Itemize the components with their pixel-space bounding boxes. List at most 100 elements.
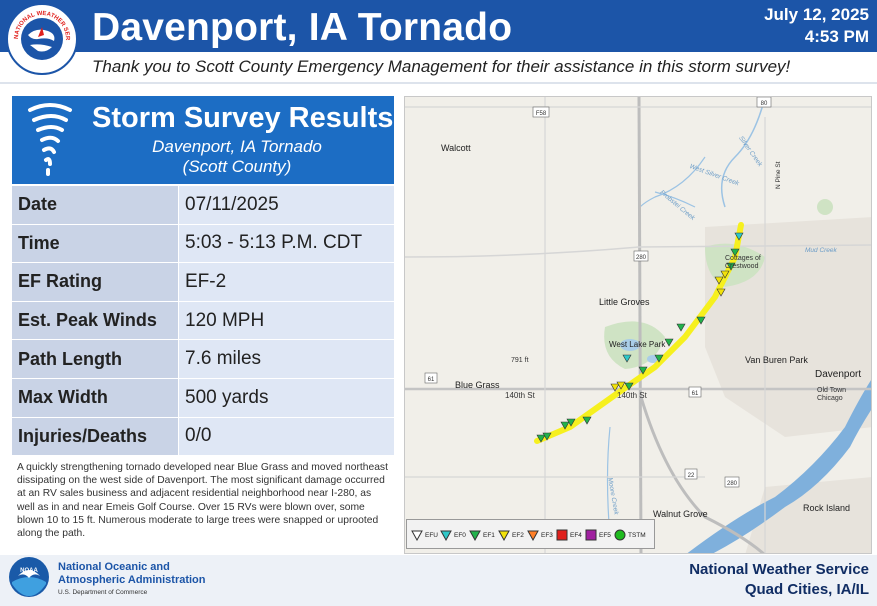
label-walnut-grove: Walnut Grove [653,509,708,519]
interstate-280-road [637,97,643,553]
ef0-symbol-icon [440,530,452,541]
crestwood-park-area [705,243,765,287]
damage-path-map[interactable]: F58 80 280 61 61 22 280 Walcott Little G… [404,96,872,554]
ef2-marker [714,276,724,285]
legend-ef3: EF3 [527,520,553,550]
header-divider [0,82,877,84]
interstate-280-south-road [639,396,765,553]
efu-symbol-icon [411,530,423,541]
row-label: Injuries/Deaths [12,417,178,456]
ef1-marker [624,382,634,391]
ef2-marker [716,288,726,297]
ef1-symbol-icon [469,530,481,541]
noaa-name-line2: Atmospheric Administration [58,574,206,586]
row-label: Max Width [12,378,178,417]
row-value: EF-2 [179,263,394,301]
legend-ef1: EF1 [469,520,495,550]
legend-efu: EFU [411,520,438,550]
ef1-marker [582,416,592,425]
ef2-marker [720,270,730,279]
ef0-marker [622,354,632,363]
label-west-lake-park: West Lake Park [609,340,666,349]
route-shield [684,468,698,480]
row-label: EF Rating [12,263,178,301]
ef1-marker [696,316,706,325]
ef4-symbol-icon [556,529,568,541]
shield-text: 61 [692,391,699,397]
row-value: 5:03 - 5:13 P.M. CDT [179,224,394,263]
nws-office: National Weather Service Quad Cities, IA… [689,560,869,600]
label-little-groves: Little Groves [599,297,650,307]
legend-label: EF5 [599,531,611,539]
legend-label: EF3 [541,531,553,539]
ef2-marker [616,381,626,390]
noaa-name-line1: National Oceanic and [58,561,170,573]
results-row-max-width: Max Width 500 yards [12,378,394,418]
label-140th-st-east: 140th St [617,391,647,400]
legend-ef4: EF4 [556,520,582,550]
header-time: 4:53 PM [804,27,869,46]
route-shield [724,476,740,488]
label-140th-st: 140th St [505,391,535,400]
ef1-marker [560,421,570,430]
legend-label: EF0 [454,531,466,539]
label-cottages: Cottages of Crestwood [725,255,761,270]
shield-text: 61 [428,377,435,383]
shield-text: 22 [688,473,695,479]
lake [620,339,640,351]
tornado-icon [28,103,72,176]
legend-ef0: EF0 [440,520,466,550]
route-shield [756,97,772,108]
label-old-town-chicago: Old Town Chicago [817,387,847,402]
ef2-symbol-icon [498,530,510,541]
legend-ef5: EF5 [585,520,611,550]
label-davenport: Davenport [815,369,862,380]
subheader: Thank you to Scott County Emergency Mana… [0,52,877,82]
label-elevation: 791 ft [511,357,529,364]
nws-logo: NATIONAL WEATHER SERVICE [6,1,78,75]
header-bar: Davenport, IA Tornado July 12, 2025 4:53… [0,0,877,52]
ef5-symbol-icon [585,529,597,541]
legend-label: EF2 [512,531,524,539]
page-title: Davenport, IA Tornado [92,6,513,49]
map-canvas: F58 80 280 61 61 22 280 [405,97,871,553]
legend-label: EF1 [483,531,495,539]
header-date: July 12, 2025 [764,5,869,24]
label-rock-island: Rock Island [803,503,851,513]
row-value: 500 yards [179,378,394,417]
ef2-marker [610,383,620,392]
legend-label: EF4 [570,531,582,539]
west-silver-creek-stream [639,156,706,208]
silver-creek-stream [720,97,766,208]
row-label: Time [12,224,178,263]
legend-ef2: EF2 [498,520,524,550]
results-row-path-length: Path Length 7.6 miles [12,340,394,379]
legend-tstm: TSTM [614,520,646,550]
results-row-time: Time 5:03 - 5:13 P.M. CDT [12,224,394,264]
nws-office-name: National Weather Service [689,561,869,578]
shield-text: 80 [761,101,768,107]
results-row-peak-winds: Est. Peak Winds 120 MPH [12,301,394,341]
label-n-pine-st: N Pine St [775,161,782,189]
results-title: Storm Survey Results [92,102,394,134]
row-label: Date [12,186,178,224]
noaa-logo-text: NOAA [20,568,38,574]
legend-label: TSTM [628,531,646,539]
route-shield [424,372,438,384]
row-value: 7.6 miles [179,340,394,378]
ef1-marker [566,418,576,427]
tstm-symbol-icon [614,529,626,541]
header-datetime: July 12, 2025 4:53 PM [764,4,869,48]
label-mud-creek: Mud Creek [805,247,837,254]
ef1-marker [638,366,648,375]
results-row-date: Date 07/11/2025 [12,186,394,225]
park-area [817,199,833,215]
highway-shields: F58 80 280 61 61 22 280 [424,97,772,488]
label-walcott: Walcott [441,143,471,153]
shield-text: 280 [727,481,738,487]
tornado-description: A quickly strengthening tornado develope… [12,458,394,556]
shield-text: F58 [536,111,547,117]
results-subtitle-county: (Scott County) [182,157,292,176]
label-van-buren-park: Van Buren Park [745,355,808,365]
probstei-creek-stream [654,191,696,208]
